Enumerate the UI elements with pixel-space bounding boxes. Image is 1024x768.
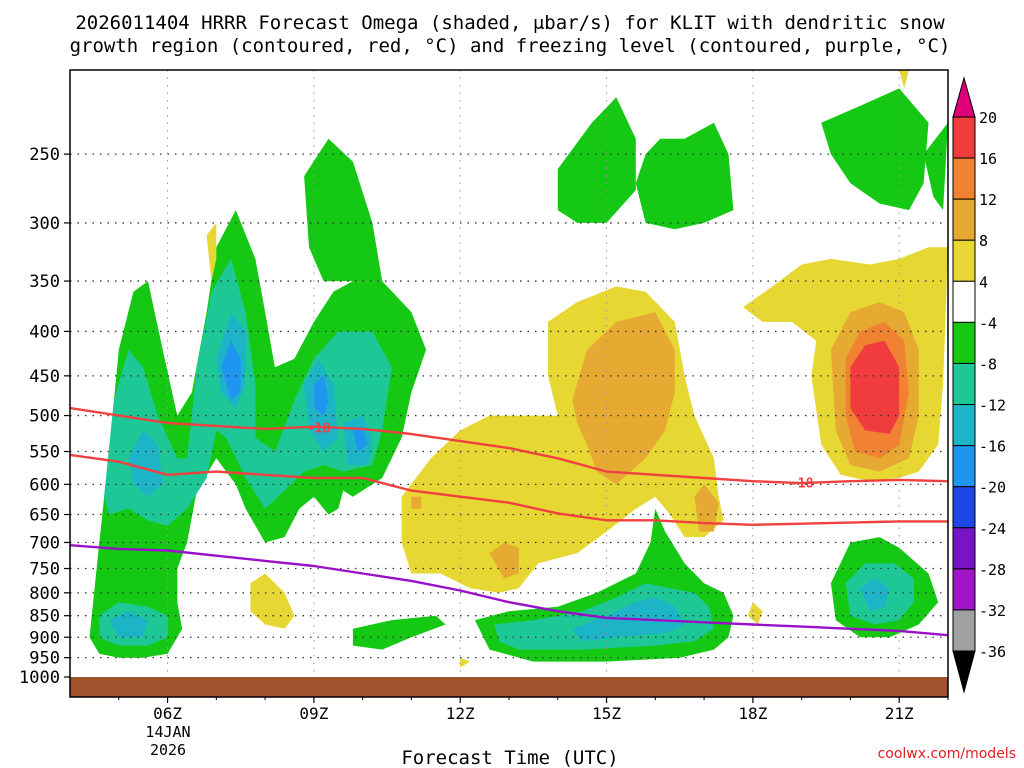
colorbar-label-0: 20 — [979, 109, 997, 127]
colorbar-segment-7 — [952, 362, 976, 406]
x-tick-label-12Z: 12Z — [446, 704, 475, 723]
colorbar-segment-13 — [952, 609, 976, 652]
y-tick-label-800: 800 — [29, 584, 60, 604]
omega-region-4-3 — [460, 657, 470, 668]
colorbar-segment-12 — [952, 568, 976, 611]
y-tick-label-700: 700 — [29, 533, 60, 553]
omega-region-16-0 — [850, 340, 900, 434]
x-axis-title: Forecast Time (UTC) — [401, 747, 618, 768]
colorbar-segment-10 — [952, 486, 976, 529]
omega-region--12-4 — [109, 611, 148, 638]
y-tick-label-650: 650 — [29, 506, 60, 526]
date-label-day: 14JAN — [145, 723, 190, 741]
y-tick-label-750: 750 — [29, 560, 60, 580]
y-tick-label-250: 250 — [29, 145, 60, 165]
colorbar-top-triangle — [952, 76, 976, 118]
freezing-level-contour — [70, 544, 948, 637]
dgz-upper-contour — [70, 406, 948, 485]
colorbar-bottom-triangle — [952, 650, 976, 694]
colorbar-segment-3 — [952, 198, 976, 241]
omega-region--4-2 — [352, 615, 446, 650]
omega-region--8-0 — [104, 258, 392, 526]
omega-region--12-2 — [128, 430, 163, 497]
colorbar-label-13: -36 — [979, 643, 1006, 661]
y-tick-label-900: 900 — [29, 628, 60, 648]
credit-text: coolwx.com/models — [877, 746, 1016, 762]
colorbar-segment-1 — [952, 116, 976, 159]
omega-region-4-6 — [748, 602, 763, 625]
colorbar-label-1: 16 — [979, 150, 997, 168]
contour-label-0: -18 — [307, 421, 331, 436]
colorbar-label-3: 8 — [979, 232, 988, 250]
colorbar-label-12: -32 — [979, 602, 1006, 620]
colorbar-segment-8 — [952, 404, 976, 447]
colorbar-label-5: -4 — [979, 314, 997, 332]
chart-title-line1: 2026011404 HRRR Forecast Omega (shaded, … — [75, 12, 945, 34]
colorbar-label-2: 12 — [979, 191, 997, 209]
y-tick-label-300: 300 — [29, 214, 60, 234]
omega-region--4-6 — [821, 88, 929, 211]
omega-region-8-3 — [411, 496, 422, 509]
colorbar-label-7: -12 — [979, 397, 1006, 415]
omega-region--4-1 — [304, 138, 383, 282]
y-tick-label-1000: 1000 — [19, 668, 60, 688]
omega-region-4-5 — [899, 70, 909, 89]
omega-region-8-2 — [489, 542, 519, 579]
y-tick-label-500: 500 — [29, 407, 60, 427]
colorbar-segment-5 — [952, 280, 976, 323]
omega-region--4-7 — [923, 122, 948, 211]
dgz-lower-contour — [70, 453, 948, 526]
x-tick-label-09Z: 09Z — [299, 704, 328, 723]
omega-region--16-0 — [221, 340, 241, 401]
chart-title-line2: growth region (contoured, red, °C) and f… — [70, 35, 951, 57]
omega-region--4-0 — [89, 210, 427, 658]
y-tick-label-950: 950 — [29, 649, 60, 669]
contour-label-1: -18 — [790, 476, 814, 491]
x-tick-label-06Z: 06Z — [153, 704, 182, 723]
omega-region--4-4 — [635, 122, 734, 230]
omega-region--16-1 — [313, 375, 329, 416]
colorbar-label-10: -24 — [979, 520, 1006, 538]
omega-region-8-1 — [694, 484, 719, 532]
x-tick-label-18Z: 18Z — [738, 704, 767, 723]
y-tick-label-400: 400 — [29, 322, 60, 342]
colorbar-label-6: -8 — [979, 355, 997, 373]
omega-region-4-1 — [250, 573, 295, 629]
ground-surface — [70, 677, 948, 697]
colorbar-segment-11 — [952, 527, 976, 570]
y-tick-label-850: 850 — [29, 607, 60, 627]
date-label-year: 2026 — [150, 741, 186, 759]
omega-region--12-6 — [860, 578, 890, 612]
y-tick-label-600: 600 — [29, 475, 60, 495]
colorbar-label-11: -28 — [979, 561, 1006, 579]
colorbar-segment-2 — [952, 157, 976, 200]
colorbar-segment-6 — [952, 321, 976, 364]
colorbar-label-8: -16 — [979, 438, 1006, 456]
x-tick-label-15Z: 15Z — [592, 704, 621, 723]
x-tick-label-21Z: 21Z — [885, 704, 914, 723]
y-tick-label-550: 550 — [29, 443, 60, 463]
omega-region--4-5 — [557, 97, 636, 223]
y-tick-label-450: 450 — [29, 367, 60, 387]
colorbar-segment-4 — [952, 239, 976, 282]
colorbar: 20 16 12 8 4 -4 -8 -12 -16 -20 -24 -28 -32 -36 — [952, 76, 1006, 694]
omega-region--16-2 — [352, 426, 368, 452]
colorbar-segment-9 — [952, 445, 976, 488]
colorbar-label-4: 4 — [979, 273, 988, 291]
omega-region-4-0 — [206, 222, 217, 282]
colorbar-label-9: -20 — [979, 479, 1006, 497]
y-tick-label-350: 350 — [29, 272, 60, 292]
omega-region-8-0 — [572, 312, 675, 485]
